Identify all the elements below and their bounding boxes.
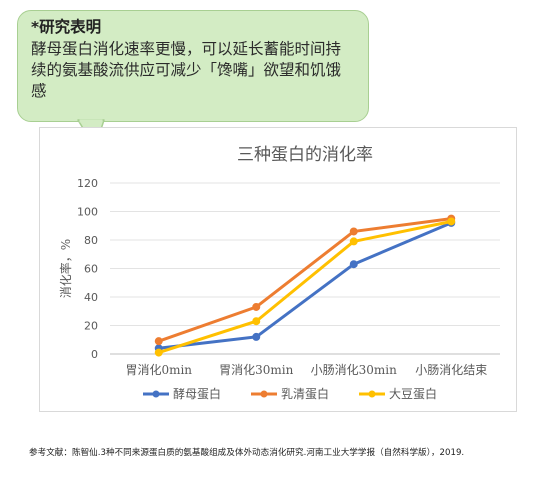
callout-box: *研究表明 酵母蛋白消化速率更慢，可以延长蓄能时间持续的氨基酸流供应可减少「馋嘴… (17, 10, 369, 122)
y-tick-label: 100 (77, 206, 98, 219)
y-tick-label: 0 (91, 348, 98, 361)
series-line (157, 219, 453, 355)
data-point (447, 217, 456, 226)
legend-marker (368, 390, 376, 398)
data-point (349, 237, 358, 246)
y-axis-label: 消化率，% (58, 239, 73, 298)
y-tick-label: 80 (84, 234, 98, 247)
legend-marker (152, 390, 160, 398)
y-tick-label: 120 (77, 177, 98, 190)
legend-label: 乳清蛋白 (281, 386, 329, 401)
legend-label: 大豆蛋白 (389, 386, 437, 401)
legend-marker (260, 390, 268, 398)
data-point (252, 317, 261, 326)
legend-label: 酵母蛋白 (173, 386, 221, 401)
y-tick-label: 20 (84, 320, 98, 333)
callout-title: *研究表明 (31, 18, 102, 36)
chart-title: 三种蛋白的消化率 (237, 145, 373, 165)
data-point (154, 337, 163, 346)
data-point (349, 260, 358, 269)
series-line (157, 217, 453, 343)
x-tick-label: 小肠消化结束 (415, 363, 487, 377)
series-line (157, 221, 453, 350)
y-tick-label: 40 (84, 291, 98, 304)
y-tick-label: 60 (84, 263, 98, 276)
data-point (154, 348, 163, 357)
x-tick-label: 小肠消化30min (311, 363, 397, 377)
callout-body: 酵母蛋白消化速率更慢，可以延长蓄能时间持续的氨基酸流供应可减少「馋嘴」欲望和饥饿… (31, 40, 342, 100)
x-tick-label: 胃消化30min (219, 363, 293, 377)
line-chart: 三种蛋白的消化率 0 20 40 60 80 100 120 消化率，% 胃消化0min 胃消化30… (58, 145, 500, 401)
data-point (252, 302, 261, 311)
data-point (252, 332, 261, 341)
data-point (349, 227, 358, 236)
chart-card: 三种蛋白的消化率 0 20 40 60 80 100 120 消化率，% 胃消化0min 胃消化30… (39, 127, 517, 412)
x-tick-label: 胃消化0min (125, 363, 192, 377)
reference-footnote: 参考文献：陈智仙.3种不同来源蛋白质的氨基酸组成及体外动态消化研究.河南工业大学… (29, 448, 465, 458)
